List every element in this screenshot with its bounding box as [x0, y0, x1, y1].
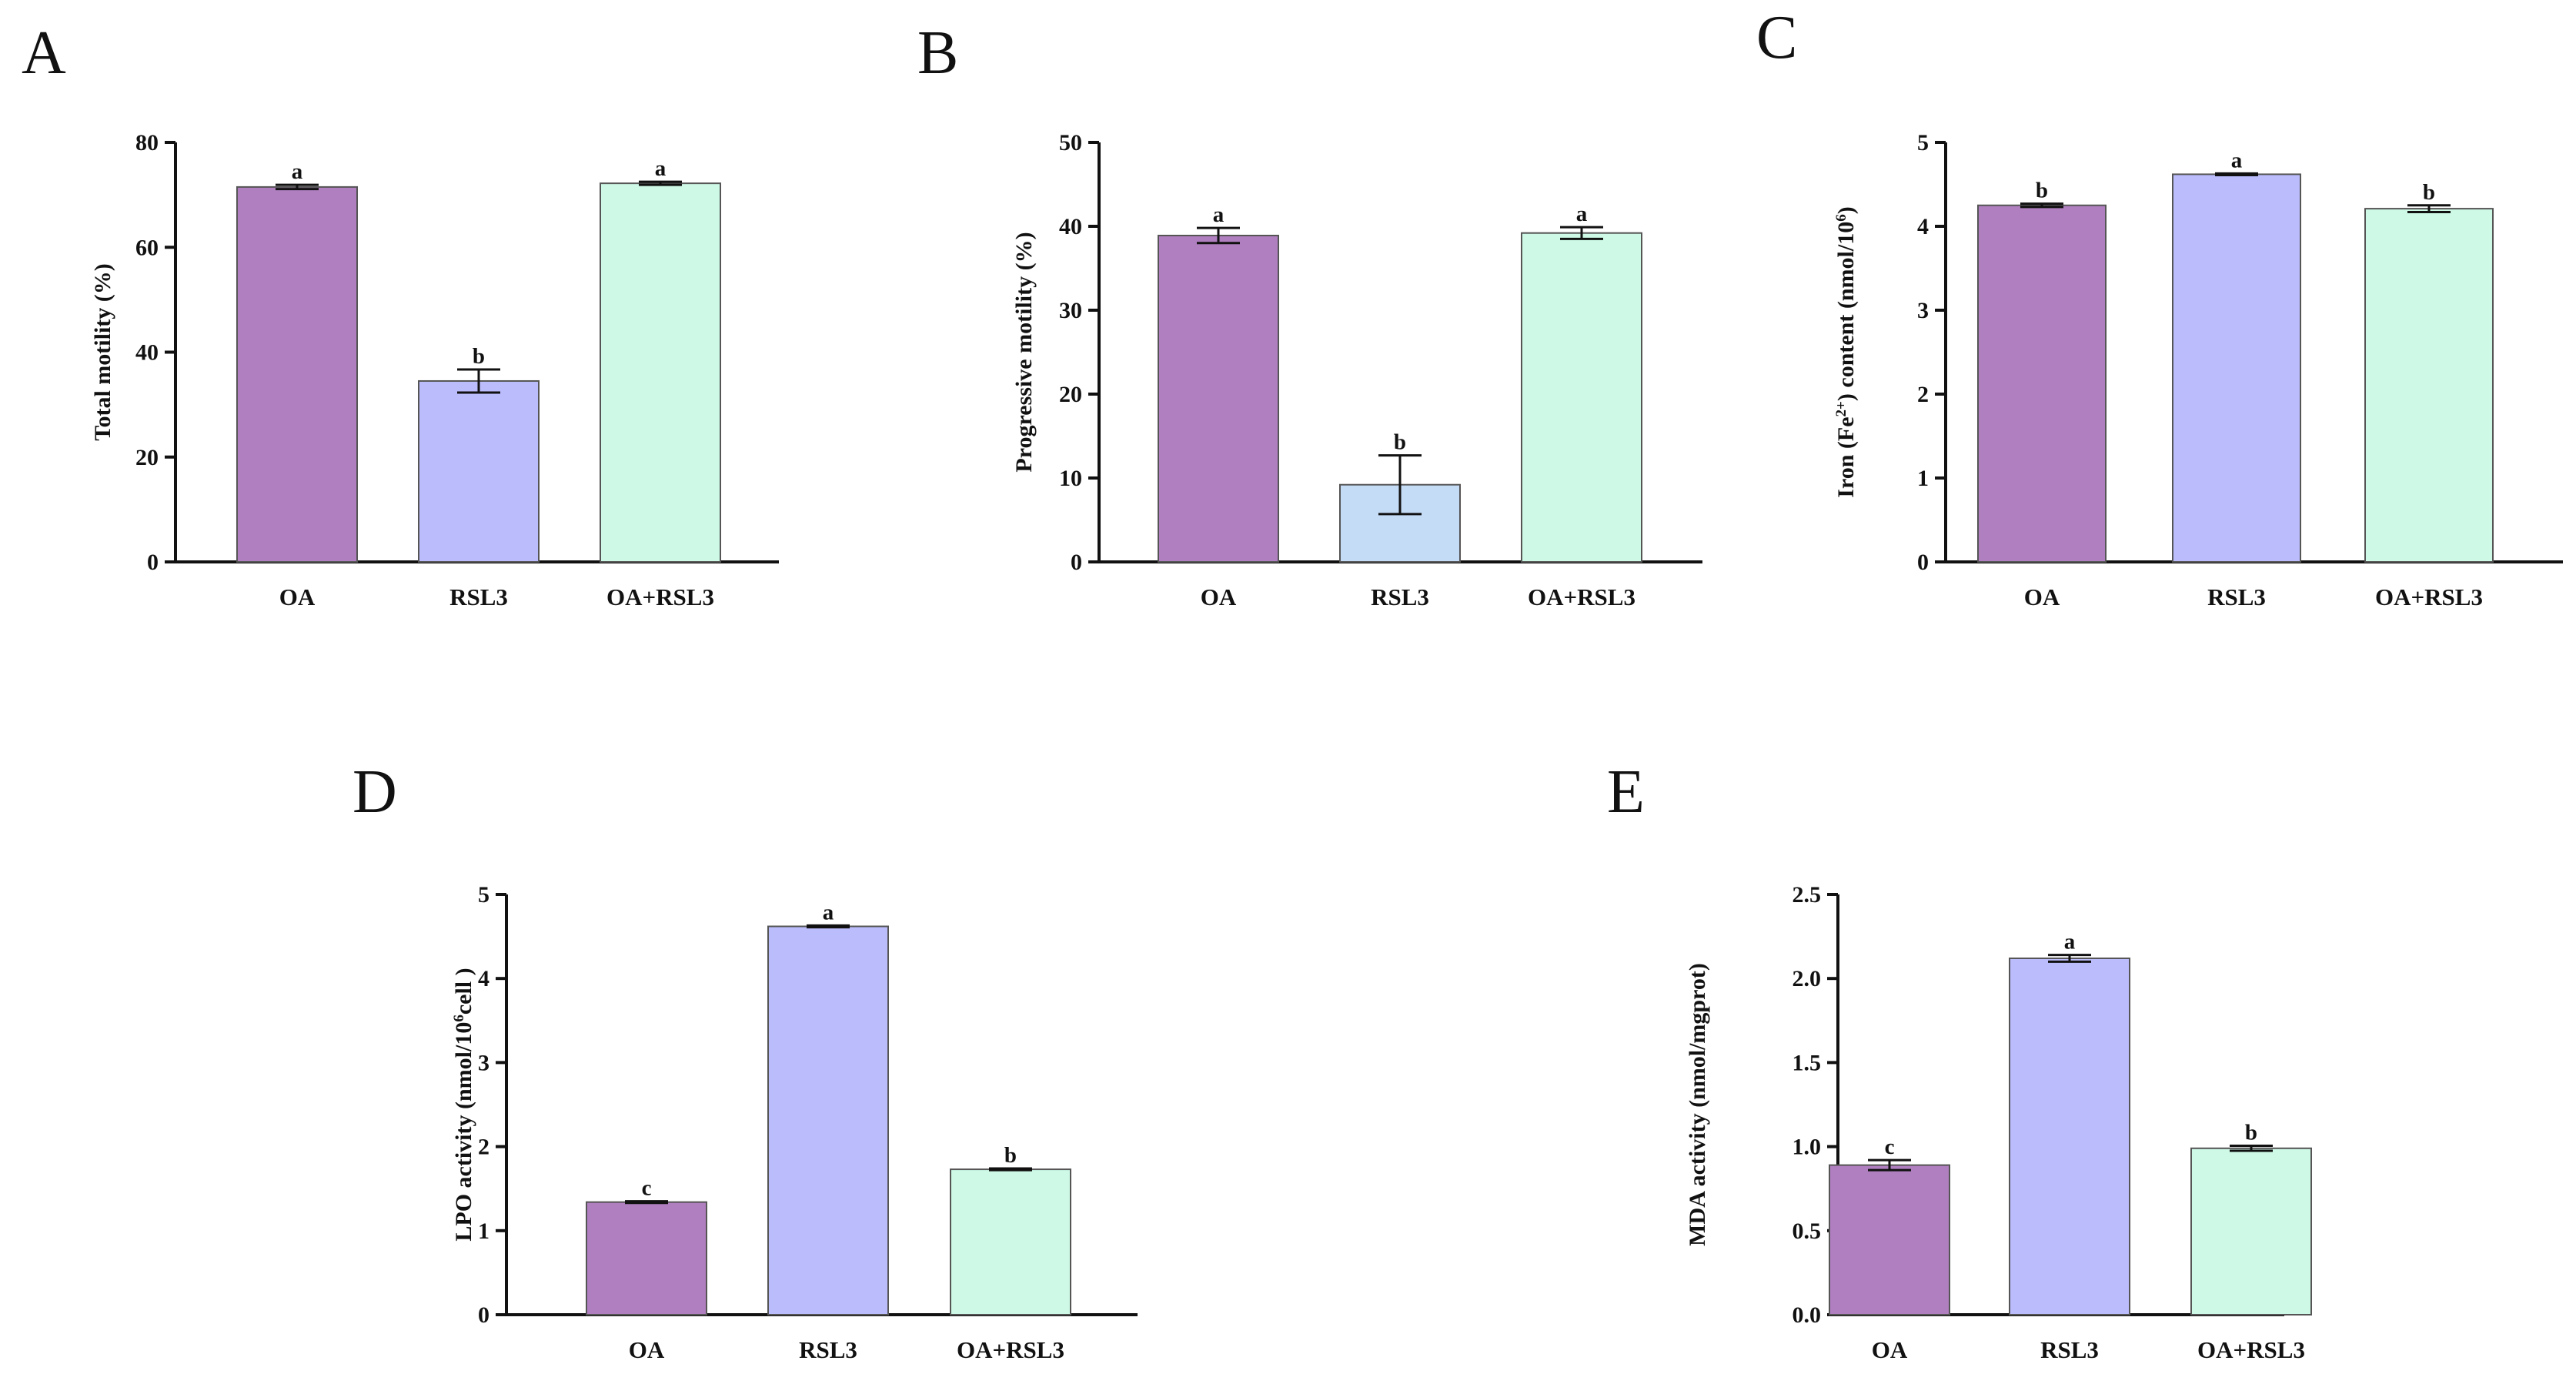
y-tick-label: 0 [1917, 550, 1929, 575]
panel-letter: C [1756, 4, 1797, 72]
bar [1977, 204, 2107, 563]
y-tick-label: 40 [1059, 214, 1082, 239]
y-tick-label: 4 [1917, 214, 1929, 239]
panel-e: E 0.0 0.5 1.0 1.5 2.0 2.5 MDA activity (nmol/mg… [1607, 758, 2312, 1363]
panel-letter: D [352, 758, 397, 826]
x-category-label: OA+RSL3 [1528, 583, 1635, 610]
panel-letter: B [917, 19, 958, 87]
x-category-label: RSL3 [2207, 583, 2266, 610]
y-tick-label: 3 [478, 1050, 489, 1075]
y-axis-label: Iron (Fe2+) content (nmol/106) [1833, 206, 1859, 497]
y-axis-label: LPO activity (nmol/106cell ) [451, 968, 477, 1241]
y-tick-label: 0 [1071, 550, 1082, 575]
bar [1829, 1164, 1950, 1316]
significance-letter: b [2036, 179, 2048, 203]
significance-letter: b [1394, 430, 1406, 455]
y-tick-label: 50 [1059, 130, 1082, 155]
bar [600, 182, 721, 563]
bar [2364, 208, 2494, 563]
significance-letter: a [2064, 930, 2076, 954]
y-tick-label: 1 [478, 1219, 489, 1244]
panel-d: D 0 1 2 3 4 5 LPO activity (nmol/106cell ) c OA a R… [352, 758, 1138, 1363]
bar [2190, 1147, 2312, 1316]
x-category-label: OA+RSL3 [2375, 583, 2483, 610]
bar [418, 379, 540, 563]
x-category-label: RSL3 [2040, 1336, 2099, 1363]
y-axis-label: Total motility (%) [90, 263, 115, 441]
y-tick-label: 0 [478, 1302, 489, 1328]
bar [2009, 957, 2130, 1315]
y-axis-label: MDA activity (nmol/mgprot) [1685, 963, 1710, 1246]
significance-letter: a [292, 159, 303, 184]
significance-letter: b [2245, 1121, 2257, 1145]
y-tick-label: 0.0 [1793, 1302, 1822, 1328]
significance-letter: a [1213, 202, 1225, 227]
significance-letter: a [2231, 148, 2243, 172]
panel-letter: E [1607, 758, 1645, 826]
y-axis-label: Progressive motility (%) [1011, 232, 1037, 472]
significance-letter: a [823, 900, 834, 924]
y-tick-label: 2 [1917, 382, 1929, 407]
significance-letter: c [642, 1176, 652, 1201]
x-category-label: OA+RSL3 [606, 583, 714, 610]
y-tick-label: 3 [1917, 298, 1929, 323]
y-tick-label: 10 [1059, 466, 1082, 491]
y-tick-label: 5 [1917, 130, 1929, 155]
x-category-label: OA [1201, 583, 1237, 610]
panel-c: C 0 1 2 3 4 5 Iron (Fe2+) content (nmol/106) b OA… [1756, 4, 2563, 610]
x-category-label: OA [279, 583, 316, 610]
y-tick-label: 30 [1059, 298, 1082, 323]
panel-a: A 0 20 40 60 80 Total motility (%) a OA b RSL3 a OA+… [22, 19, 779, 610]
y-tick-label: 20 [1059, 382, 1082, 407]
y-tick-label: 20 [135, 445, 159, 470]
significance-letter: a [1576, 202, 1588, 226]
y-tick-label: 2 [478, 1135, 489, 1160]
x-category-label: RSL3 [449, 583, 508, 610]
y-tick-label: 1.0 [1793, 1135, 1822, 1160]
x-category-label: OA [2024, 583, 2060, 610]
x-category-label: OA [629, 1336, 665, 1363]
x-category-label: OA+RSL3 [2197, 1336, 2305, 1363]
bar [236, 186, 358, 563]
panel-letter: A [22, 19, 66, 87]
y-tick-label: 4 [478, 966, 489, 991]
significance-letter: c [1885, 1135, 1895, 1159]
x-category-label: RSL3 [1371, 583, 1429, 610]
y-tick-label: 0 [147, 550, 159, 575]
bar [1521, 232, 1642, 563]
x-category-label: OA [1872, 1336, 1908, 1363]
y-tick-label: 1.5 [1793, 1050, 1822, 1075]
significance-letter: b [2423, 180, 2435, 205]
bar [950, 1168, 1071, 1315]
bar [767, 925, 889, 1315]
significance-letter: b [1004, 1143, 1017, 1168]
bar [1158, 234, 1279, 563]
bar [586, 1201, 707, 1315]
y-tick-label: 2.5 [1793, 882, 1822, 908]
x-category-label: OA+RSL3 [957, 1336, 1064, 1363]
y-tick-label: 40 [135, 340, 159, 366]
y-tick-label: 1 [1917, 466, 1929, 491]
significance-letter: b [473, 344, 485, 369]
panel-b: B 0 10 20 30 40 50 Progressive motility (%) a OA b… [917, 19, 1702, 610]
y-tick-label: 5 [478, 882, 489, 908]
y-tick-label: 2.0 [1793, 966, 1822, 991]
x-category-label: RSL3 [799, 1336, 857, 1363]
y-tick-label: 60 [135, 235, 159, 260]
bar [2172, 173, 2301, 563]
y-tick-label: 0.5 [1793, 1219, 1822, 1244]
significance-letter: a [655, 156, 667, 181]
y-tick-label: 80 [135, 130, 159, 155]
